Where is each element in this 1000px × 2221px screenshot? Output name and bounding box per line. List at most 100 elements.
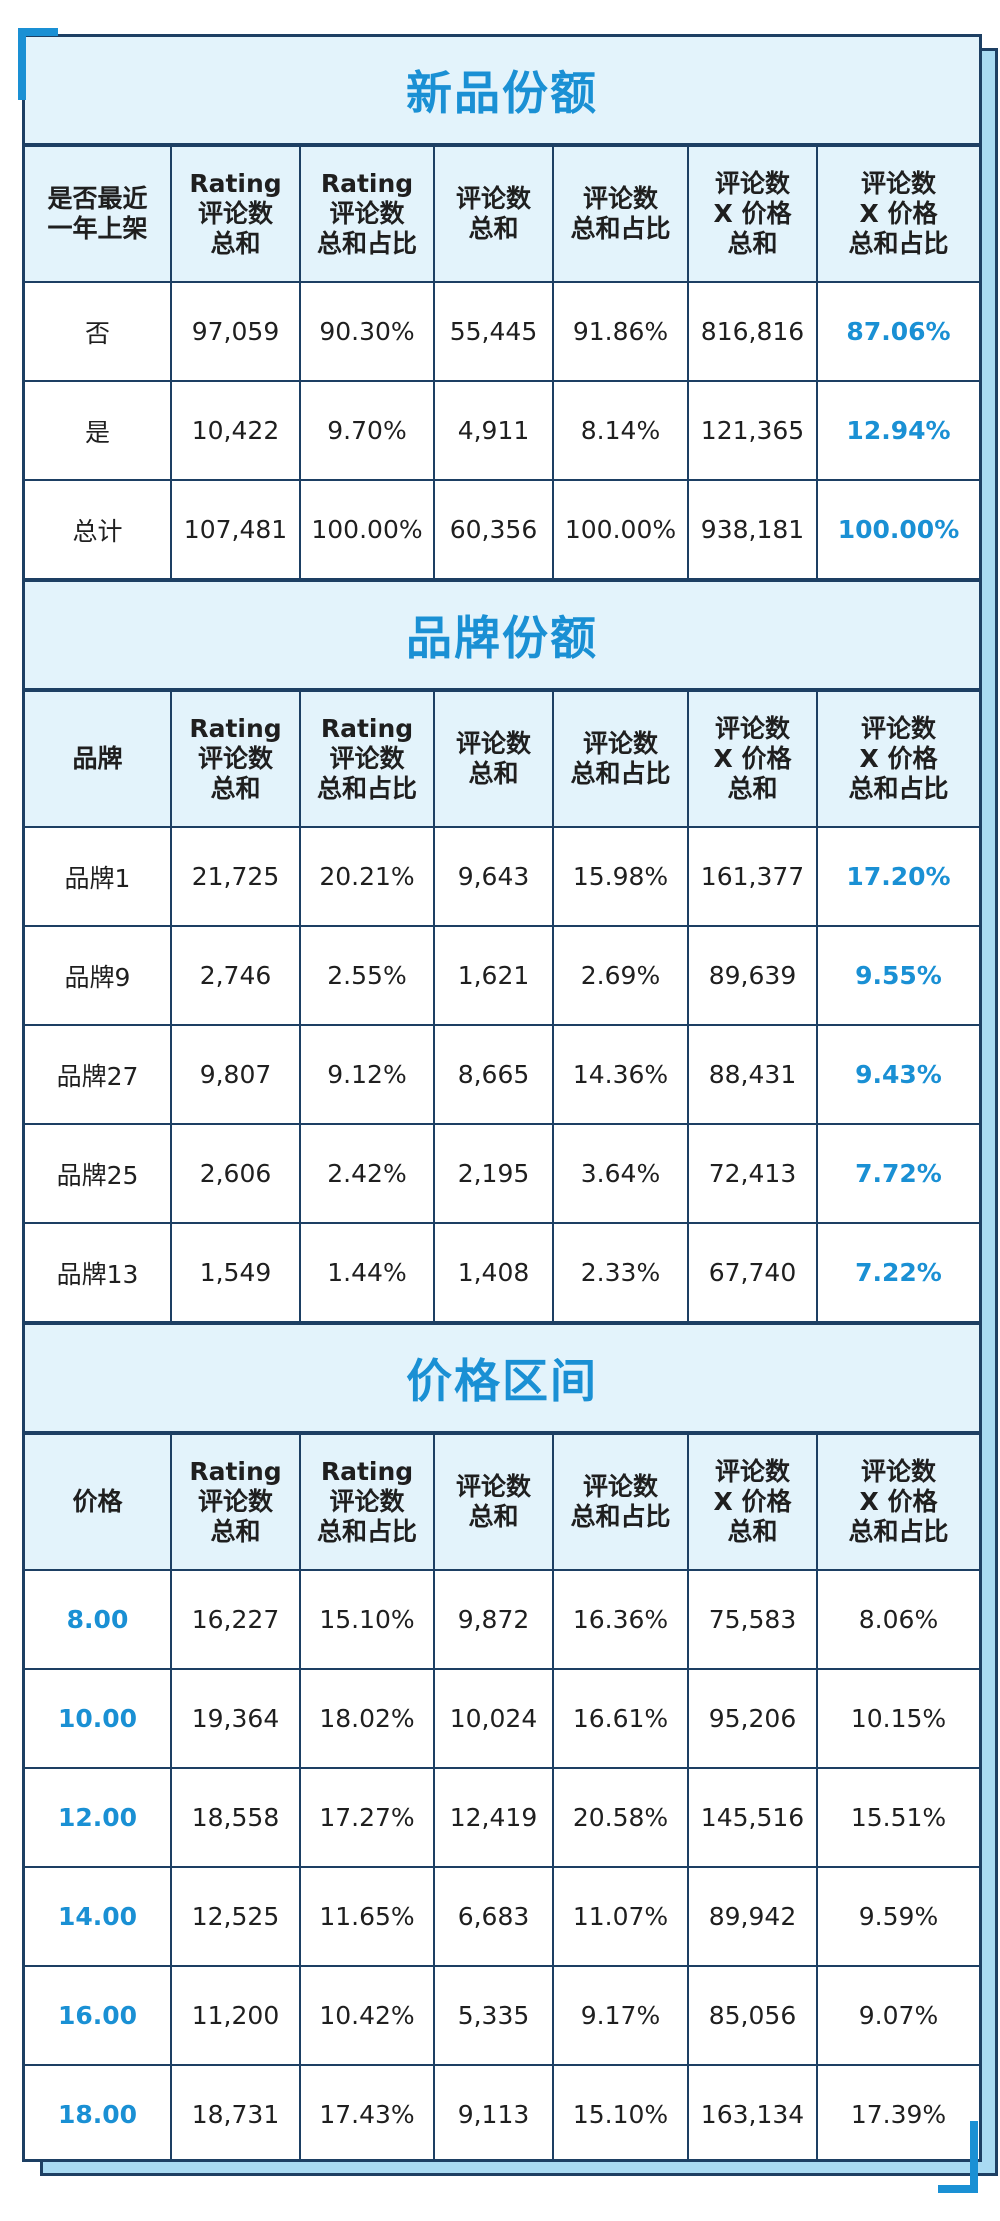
table-cell: 2.69% <box>552 925 689 1026</box>
table-cell: 18,558 <box>170 1767 301 1868</box>
table-cell: 1,621 <box>433 925 554 1026</box>
table-cell: 17.43% <box>299 2064 435 2159</box>
table-cell: 11.65% <box>299 1866 435 1967</box>
table-cell: 97,059 <box>170 281 301 382</box>
highlight-cell: 7.72% <box>816 1123 979 1224</box>
table-cell: 2,195 <box>433 1123 554 1224</box>
table-cell: 9.17% <box>552 1965 689 2066</box>
row-label: 品牌9 <box>25 925 172 1026</box>
table-row: 品牌13 1,549 1.44% 1,408 2.33% 67,740 7.22… <box>25 1222 979 1323</box>
table-cell: 121,365 <box>687 380 818 481</box>
table-row: 品牌1 21,725 20.21% 9,643 15.98% 161,377 1… <box>25 826 979 927</box>
table-cell: 9.12% <box>299 1024 435 1125</box>
section-price-range: 价格区间 价格 Rating 评论数 总和 Rating 评论数 总和占比 评论… <box>25 1323 979 2159</box>
table-cell: 89,942 <box>687 1866 818 1967</box>
row-label: 品牌27 <box>25 1024 172 1125</box>
table-cell: 55,445 <box>433 281 554 382</box>
table-row: 12.00 18,558 17.27% 12,419 20.58% 145,51… <box>25 1767 979 1868</box>
table-cell: 8.14% <box>552 380 689 481</box>
table-cell: 2.55% <box>299 925 435 1026</box>
table-cell: 3.64% <box>552 1123 689 1224</box>
tables-panel: 新品份额 是否最近 一年上架 Rating 评论数 总和 Rating 评论数 … <box>22 34 982 2162</box>
table-cell: 21,725 <box>170 826 301 927</box>
table-cell: 10.42% <box>299 1965 435 2066</box>
table-cell: 15.51% <box>816 1767 979 1868</box>
table-cell: 107,481 <box>170 479 301 580</box>
table-cell: 9.59% <box>816 1866 979 1967</box>
row-label: 16.00 <box>25 1965 172 2066</box>
highlight-cell: 87.06% <box>816 281 979 382</box>
highlight-cell: 7.22% <box>816 1222 979 1323</box>
column-header: Rating 评论数 总和 <box>170 1433 301 1571</box>
column-header: 评论数 X 价格 总和占比 <box>816 1433 979 1571</box>
table-cell: 9.07% <box>816 1965 979 2066</box>
table-cell: 85,056 <box>687 1965 818 2066</box>
row-label: 8.00 <box>25 1569 172 1670</box>
table-row: 10.00 19,364 18.02% 10,024 16.61% 95,206… <box>25 1668 979 1769</box>
table-cell: 1.44% <box>299 1222 435 1323</box>
column-header: 评论数 总和占比 <box>552 145 689 283</box>
column-header: 评论数 总和占比 <box>552 690 689 828</box>
header-row: 是否最近 一年上架 Rating 评论数 总和 Rating 评论数 总和占比 … <box>25 145 979 283</box>
row-label: 14.00 <box>25 1866 172 1967</box>
table-cell: 95,206 <box>687 1668 818 1769</box>
table-cell: 161,377 <box>687 826 818 927</box>
table-row: 品牌25 2,606 2.42% 2,195 3.64% 72,413 7.72… <box>25 1123 979 1224</box>
table-cell: 60,356 <box>433 479 554 580</box>
table-cell: 5,335 <box>433 1965 554 2066</box>
row-label: 10.00 <box>25 1668 172 1769</box>
column-header: Rating 评论数 总和占比 <box>299 145 435 283</box>
table-cell: 4,911 <box>433 380 554 481</box>
table-row: 否 97,059 90.30% 55,445 91.86% 816,816 87… <box>25 281 979 382</box>
table-cell: 20.58% <box>552 1767 689 1868</box>
table-cell: 163,134 <box>687 2064 818 2159</box>
table-cell: 15.10% <box>552 2064 689 2159</box>
table-cell: 100.00% <box>299 479 435 580</box>
column-header: 评论数 总和 <box>433 1433 554 1571</box>
column-header: Rating 评论数 总和 <box>170 145 301 283</box>
table-cell: 16.36% <box>552 1569 689 1670</box>
table-cell: 8,665 <box>433 1024 554 1125</box>
table-cell: 8.06% <box>816 1569 979 1670</box>
table-row: 16.00 11,200 10.42% 5,335 9.17% 85,056 9… <box>25 1965 979 2066</box>
table-cell: 75,583 <box>687 1569 818 1670</box>
section-title: 新品份额 <box>25 37 979 145</box>
table-cell: 2.33% <box>552 1222 689 1323</box>
table-cell: 12,419 <box>433 1767 554 1868</box>
corner-decoration <box>938 2121 978 2193</box>
table-cell: 15.10% <box>299 1569 435 1670</box>
table-cell: 12,525 <box>170 1866 301 1967</box>
table-cell: 16.61% <box>552 1668 689 1769</box>
highlight-cell: 12.94% <box>816 380 979 481</box>
table-cell: 9,113 <box>433 2064 554 2159</box>
table-cell: 11.07% <box>552 1866 689 1967</box>
row-label: 品牌13 <box>25 1222 172 1323</box>
table-cell: 18.02% <box>299 1668 435 1769</box>
table-row: 14.00 12,525 11.65% 6,683 11.07% 89,942 … <box>25 1866 979 1967</box>
column-header: Rating 评论数 总和占比 <box>299 1433 435 1571</box>
table-row: 18.00 18,731 17.43% 9,113 15.10% 163,134… <box>25 2064 979 2159</box>
table-cell: 10,024 <box>433 1668 554 1769</box>
column-header: Rating 评论数 总和占比 <box>299 690 435 828</box>
column-header: 价格 <box>25 1433 172 1571</box>
column-header: 评论数 X 价格 总和占比 <box>816 145 979 283</box>
table-row: 8.00 16,227 15.10% 9,872 16.36% 75,583 8… <box>25 1569 979 1670</box>
highlight-cell: 9.43% <box>816 1024 979 1125</box>
column-header: 评论数 X 价格 总和 <box>687 690 818 828</box>
table-cell: 11,200 <box>170 1965 301 2066</box>
column-header: 评论数 总和 <box>433 145 554 283</box>
table-row: 品牌9 2,746 2.55% 1,621 2.69% 89,639 9.55% <box>25 925 979 1026</box>
table-row: 品牌27 9,807 9.12% 8,665 14.36% 88,431 9.4… <box>25 1024 979 1125</box>
table-cell: 816,816 <box>687 281 818 382</box>
table-cell: 72,413 <box>687 1123 818 1224</box>
table-cell: 10.15% <box>816 1668 979 1769</box>
table-cell: 2,746 <box>170 925 301 1026</box>
header-row: 价格 Rating 评论数 总和 Rating 评论数 总和占比 评论数 总和 … <box>25 1433 979 1571</box>
column-header: 评论数 X 价格 总和 <box>687 145 818 283</box>
section-title: 品牌份额 <box>25 580 979 690</box>
table-cell: 88,431 <box>687 1024 818 1125</box>
row-label: 品牌1 <box>25 826 172 927</box>
table-cell: 6,683 <box>433 1866 554 1967</box>
table-cell: 1,408 <box>433 1222 554 1323</box>
column-header: 是否最近 一年上架 <box>25 145 172 283</box>
